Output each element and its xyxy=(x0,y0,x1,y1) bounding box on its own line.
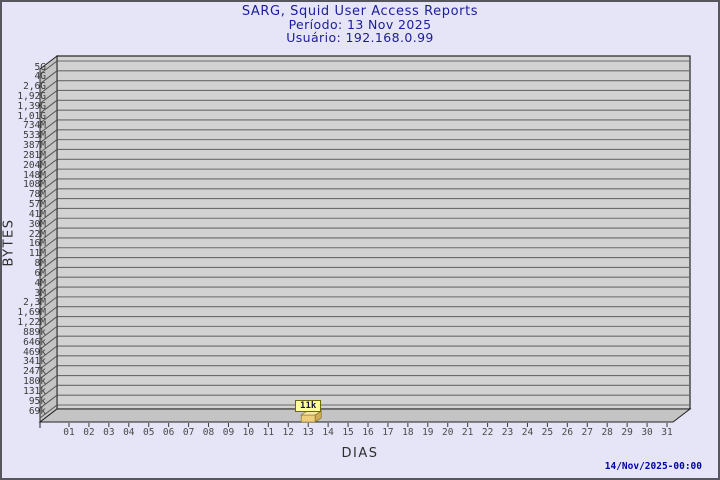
y-tick-label: 30M xyxy=(28,218,46,230)
x-tick-label: 18 xyxy=(402,427,414,438)
y-tick-label: 78M xyxy=(28,189,46,201)
x-tick-label: 17 xyxy=(382,427,394,438)
x-tick-label: 05 xyxy=(142,427,155,438)
x-tick-label: 08 xyxy=(202,427,215,438)
x-tick-label: 04 xyxy=(123,427,135,438)
x-tick-label: 07 xyxy=(182,427,195,438)
x-axis-title: DIAS xyxy=(341,446,379,461)
x-tick-label: 14 xyxy=(322,427,334,438)
chart-header: SARG, Squid User Access Reports Período:… xyxy=(0,5,720,44)
x-tick-label: 02 xyxy=(83,427,95,438)
y-tick-label: 16M xyxy=(28,238,46,250)
x-tick-label: 19 xyxy=(422,427,434,438)
x-tick-label: 25 xyxy=(541,427,554,438)
x-tick-label: 28 xyxy=(601,427,613,438)
y-tick-label: 108M xyxy=(23,179,46,191)
y-tick-label: 1,01G xyxy=(17,110,46,122)
y-tick-label: 2,3M xyxy=(23,297,46,309)
y-tick-label: 11M xyxy=(28,248,46,260)
report-period: Período: 13 Nov 2025 xyxy=(288,17,432,32)
y-tick-label: 6M xyxy=(34,267,46,279)
x-tick-label: 31 xyxy=(661,427,673,438)
bar-right-face xyxy=(314,410,322,423)
x-tick-label: 01 xyxy=(63,427,75,438)
y-tick-label: 69k xyxy=(28,405,46,417)
grid-lines xyxy=(57,60,690,406)
x-tick-label: 06 xyxy=(162,427,175,438)
x-tick-label: 15 xyxy=(342,427,354,438)
y-tick-label: 131k xyxy=(23,385,46,397)
y-tick-label: 1,69M xyxy=(17,307,46,319)
x-tick-label: 24 xyxy=(521,427,534,438)
x-tick-label: 22 xyxy=(481,427,494,438)
floor-3d xyxy=(38,408,692,423)
y-axis-ticks xyxy=(39,60,58,419)
x-tick-label: 29 xyxy=(621,427,633,438)
y-tick-label: 1,39G xyxy=(17,100,46,112)
y-tick-label: 2,6G xyxy=(23,81,46,93)
y-axis-title: BYTES xyxy=(1,218,17,267)
y-tick-label: 469k xyxy=(23,346,46,358)
plot-area xyxy=(56,55,691,410)
y-tick-label: 57M xyxy=(28,199,46,211)
generation-timestamp: 14/Nov/2025-00:00 xyxy=(604,461,702,472)
report-title: SARG, Squid User Access Reports xyxy=(241,4,479,19)
usage-bar-day13 xyxy=(300,410,323,423)
x-tick-label: 30 xyxy=(641,427,653,438)
y-tick-label: 646k xyxy=(23,336,46,348)
x-tick-label: 16 xyxy=(362,427,374,438)
bar-front-face xyxy=(300,414,316,423)
y-tick-label: 148M xyxy=(23,169,46,181)
y-tick-label: 22M xyxy=(28,228,46,240)
y-tick-label: 533M xyxy=(23,130,46,142)
x-tick-label: 03 xyxy=(103,427,115,438)
x-tick-label: 20 xyxy=(441,427,454,438)
y-tick-label: 8M xyxy=(34,258,46,270)
y-tick-label: 5G xyxy=(34,61,46,73)
x-tick-label: 21 xyxy=(461,427,474,438)
y-tick-label: 4G xyxy=(34,71,46,83)
y-tick-label: 1,22M xyxy=(17,317,46,329)
y-tick-label: 180k xyxy=(23,376,46,387)
y-tick-label: 889k xyxy=(23,326,46,338)
x-tick-label: 10 xyxy=(242,427,255,438)
x-tick-label: 12 xyxy=(282,427,294,438)
y-tick-label: 1,92G xyxy=(17,90,46,102)
x-tick-label: 09 xyxy=(222,427,235,438)
y-tick-label: 204M xyxy=(23,159,46,171)
y-tick-label: 41M xyxy=(28,208,46,220)
y-tick-label: 281M xyxy=(23,149,46,161)
x-tick-label: 11 xyxy=(262,427,275,438)
y-tick-label: 95k xyxy=(28,395,46,407)
y-tick-label: 3M xyxy=(34,287,46,299)
y-tick-label: 4M xyxy=(34,277,46,289)
bar-value-label: 11k xyxy=(295,400,322,412)
y-tick-label: 341k xyxy=(23,356,46,368)
x-tick-label: 13 xyxy=(302,427,314,438)
x-tick-label: 26 xyxy=(561,427,574,438)
y-tick-label: 387M xyxy=(23,140,46,152)
x-axis-ticks xyxy=(68,423,668,427)
x-tick-label: 27 xyxy=(581,427,593,438)
x-tick-label: 23 xyxy=(501,427,514,438)
report-user: Usuário: 192.168.0.99 xyxy=(286,30,434,45)
y-tick-label: 734M xyxy=(23,120,46,132)
y-tick-label: 247k xyxy=(23,366,46,378)
